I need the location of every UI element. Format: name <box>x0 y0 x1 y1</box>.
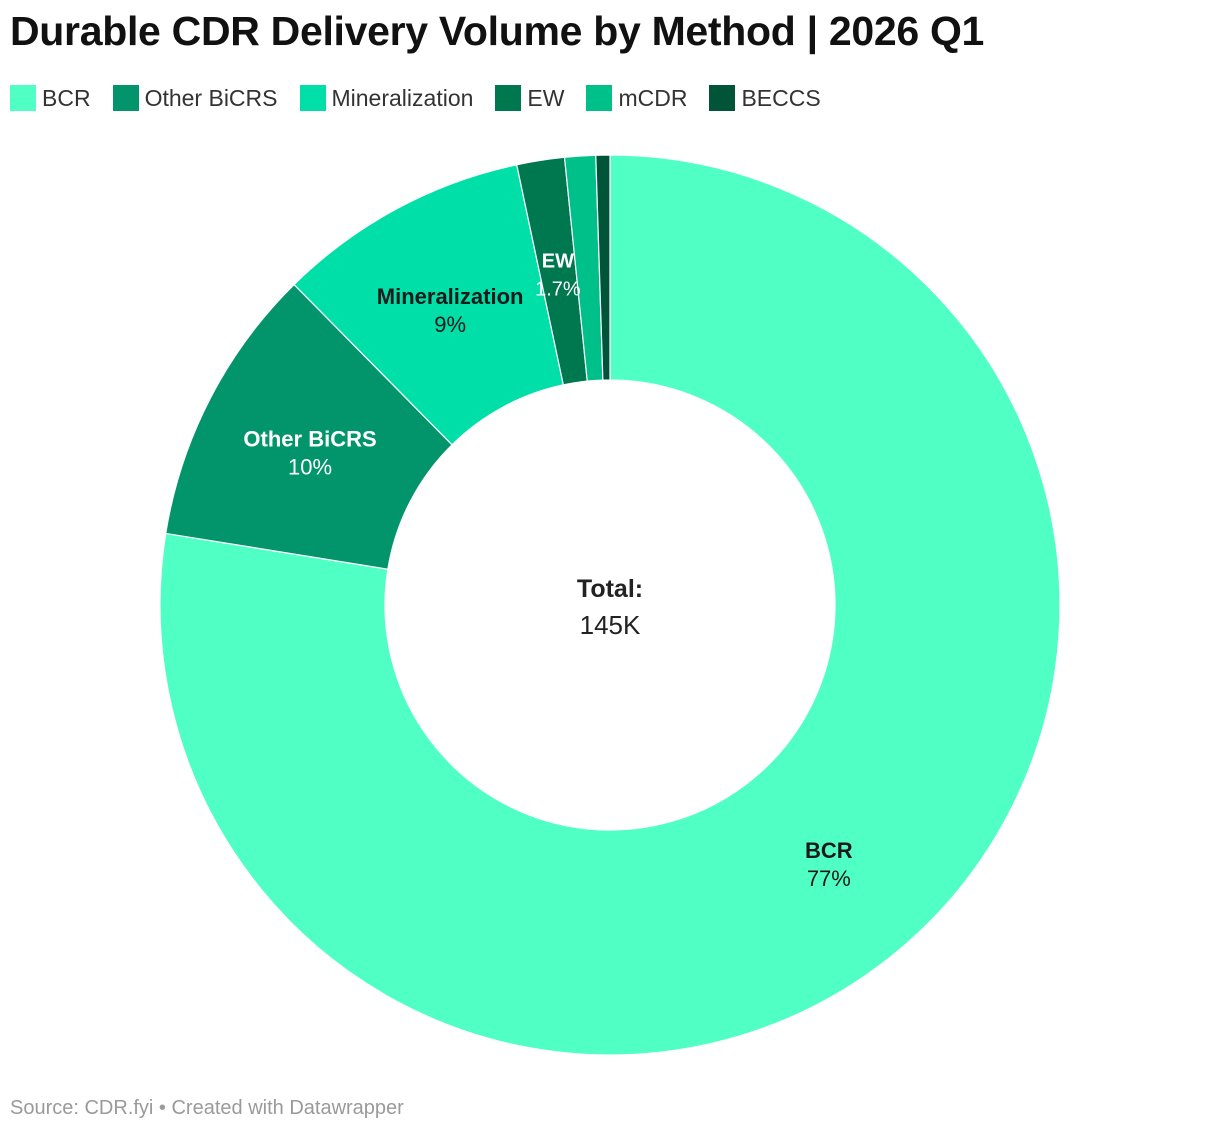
legend: BCR Other BiCRS Mineralization EW mCDR BECCS <box>10 84 843 112</box>
source-footer: Source: CDR.fyi • Created with Datawrapp… <box>10 1097 404 1119</box>
legend-item-beccs: BECCS <box>709 84 821 112</box>
legend-item-ew: EW <box>495 85 564 112</box>
center-total-value: 145K <box>580 610 641 640</box>
legend-swatch <box>299 85 326 111</box>
slice-label-bcr: BCR <box>805 838 853 863</box>
legend-item-other-bicrs: Other BiCRS <box>112 84 278 112</box>
slice-value-other-bicrs: 10% <box>288 454 332 479</box>
legend-swatch <box>709 85 736 111</box>
slice-beccs <box>595 154 611 381</box>
donut-slices <box>159 154 1061 1056</box>
slice-value-bcr: 77% <box>807 866 851 891</box>
slice-other-bicrs <box>165 283 453 570</box>
slice-value-ew: 1.7% <box>535 279 581 301</box>
slice-label-mineralization: Mineralization <box>377 284 524 309</box>
legend-item-mineralization: Mineralization <box>299 84 474 112</box>
slice-labels: BCR 77% Other BiCRS 10% Mineralization 9% EW 1.… <box>243 251 852 891</box>
chart-title: Durable CDR Delivery Volume by Method | … <box>10 8 985 54</box>
legend-swatch <box>495 85 522 111</box>
slice-label-ew: EW <box>542 251 574 273</box>
legend-label: Other BiCRS <box>144 84 278 111</box>
legend-item-mcdr: mCDR <box>586 85 687 112</box>
center-total-label: Total: <box>577 575 643 603</box>
legend-label: BCR <box>42 84 91 111</box>
legend-swatch <box>10 85 36 111</box>
legend-swatch <box>112 85 139 111</box>
legend-label: Mineralization <box>331 84 474 111</box>
legend-item-bcr: BCR <box>10 85 91 112</box>
slice-value-mineralization: 9% <box>434 312 466 337</box>
slice-label-other-bicrs: Other BiCRS <box>243 426 376 451</box>
legend-label: mCDR <box>618 84 688 111</box>
legend-label: EW <box>527 84 565 111</box>
slice-bcr <box>159 154 1061 1056</box>
legend-label: BECCS <box>741 84 821 111</box>
legend-swatch <box>586 85 613 111</box>
